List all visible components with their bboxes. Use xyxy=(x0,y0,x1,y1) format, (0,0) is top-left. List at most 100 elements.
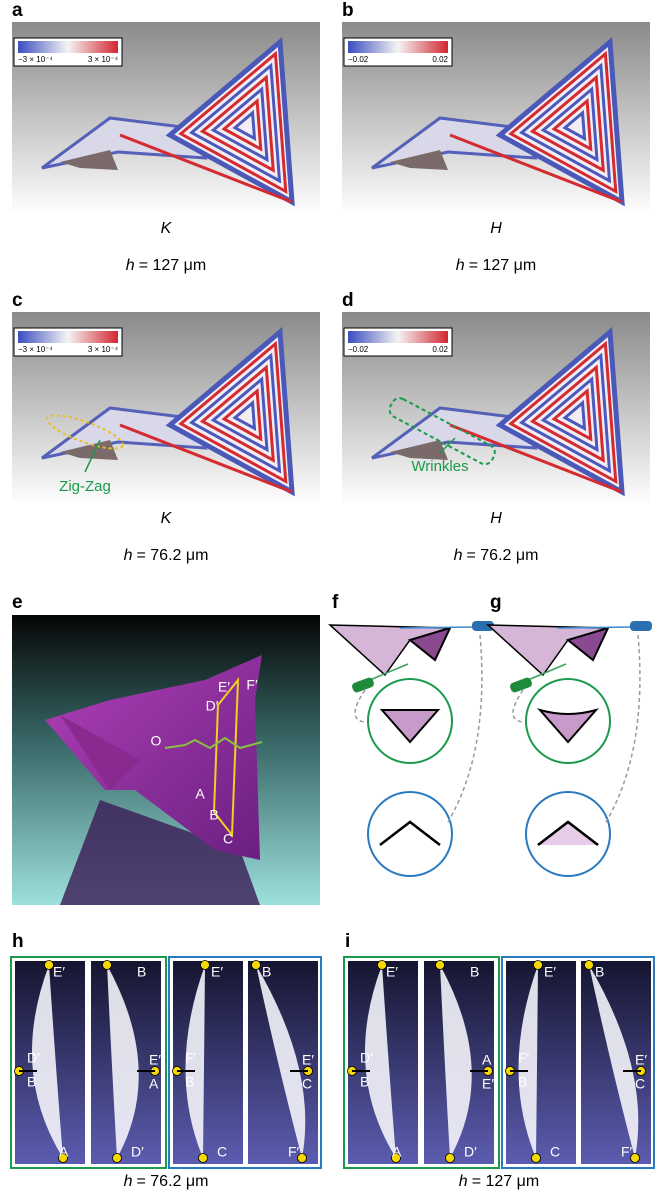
point-label: E′ xyxy=(218,679,230,695)
point-label: C xyxy=(302,1076,312,1092)
point-label: D′ xyxy=(27,1050,40,1066)
point-label: D′ xyxy=(360,1050,373,1066)
probe-head xyxy=(352,677,374,693)
point xyxy=(531,1153,541,1163)
fold-line xyxy=(178,50,288,195)
caption-symbol: h xyxy=(456,257,465,274)
point xyxy=(44,960,54,970)
group-green xyxy=(10,956,167,1169)
section-shape xyxy=(379,820,441,846)
panel-label: c xyxy=(12,290,23,311)
profile xyxy=(364,965,396,1158)
caption-symbol: h xyxy=(126,257,135,274)
arrow xyxy=(354,689,366,723)
point xyxy=(58,1153,68,1163)
profile xyxy=(589,965,639,1158)
point xyxy=(533,960,543,970)
point-label: E′ xyxy=(482,1076,494,1092)
fold-face xyxy=(565,626,610,662)
point-label: A xyxy=(59,1144,69,1160)
arrow xyxy=(605,634,641,823)
caption: h = 127 μm xyxy=(126,257,206,274)
point-label: B xyxy=(360,1074,369,1090)
wing-shadow xyxy=(60,440,118,460)
point-label: B xyxy=(27,1074,36,1090)
quantity: H xyxy=(490,510,502,527)
fold-line xyxy=(210,376,269,453)
caption-symbol: h xyxy=(124,1173,133,1190)
strip xyxy=(173,961,243,1164)
annotation: Zig-Zag xyxy=(59,478,111,495)
caption-value: = 127 μm xyxy=(139,257,206,274)
fold-line xyxy=(508,50,618,195)
probe-head xyxy=(510,677,532,693)
fold-line xyxy=(232,109,257,142)
profile xyxy=(31,965,63,1158)
strip xyxy=(506,961,576,1164)
fold-line xyxy=(221,97,263,152)
point xyxy=(102,960,112,970)
fold-line xyxy=(519,352,612,474)
fold-line xyxy=(232,399,257,432)
point-label: A xyxy=(149,1076,159,1092)
point-label: F′ xyxy=(518,1050,530,1066)
fold-line xyxy=(529,364,605,463)
point xyxy=(198,1153,208,1163)
caption-symbol: h xyxy=(124,547,133,564)
surface xyxy=(45,655,262,860)
point-label: B xyxy=(209,807,218,823)
quantity: K xyxy=(161,220,173,237)
fold-line xyxy=(562,399,587,432)
marked-strip xyxy=(212,677,240,838)
point-label: B xyxy=(518,1074,527,1090)
wing-shadow xyxy=(60,150,118,170)
caption-symbol: h xyxy=(459,1173,468,1190)
zigzag-outline xyxy=(46,414,124,450)
colorbar xyxy=(348,331,448,343)
point-label: F′ xyxy=(185,1050,197,1066)
section-line xyxy=(164,736,263,750)
caption: h = 127 μm xyxy=(459,1173,539,1190)
point-label: A xyxy=(392,1144,402,1160)
probe-head xyxy=(472,621,494,631)
point xyxy=(251,960,261,970)
panel-label: h xyxy=(12,931,24,952)
fold-line xyxy=(449,423,623,494)
point xyxy=(112,1153,122,1163)
panel-label: a xyxy=(12,0,23,21)
pointer xyxy=(84,439,101,473)
fold-line xyxy=(119,133,293,204)
profile xyxy=(256,965,306,1158)
point-label: C xyxy=(223,831,233,847)
point xyxy=(391,1153,401,1163)
fold-line xyxy=(189,62,282,184)
point-label: B xyxy=(262,964,271,980)
point-label: A xyxy=(195,786,205,802)
point xyxy=(435,960,445,970)
quantity: H xyxy=(490,220,502,237)
fold-line xyxy=(540,86,599,163)
profile xyxy=(440,965,472,1158)
colorbar xyxy=(18,331,118,343)
point-label: D′ xyxy=(206,698,219,714)
colorbar-min: −3 × 10⁻⁴ xyxy=(18,345,53,354)
probe xyxy=(399,626,476,629)
fold-line xyxy=(551,97,593,152)
fold-line xyxy=(551,387,593,442)
fold-line xyxy=(519,62,612,184)
point-label: E′ xyxy=(386,964,398,980)
probe-head xyxy=(630,621,652,631)
point xyxy=(377,960,387,970)
point-label: E′ xyxy=(211,964,223,980)
arrow xyxy=(512,689,524,723)
point-label: E′ xyxy=(544,964,556,980)
point-label: B xyxy=(595,964,604,980)
pointer xyxy=(439,437,456,454)
point-label: C xyxy=(550,1144,560,1160)
section-shape xyxy=(537,708,599,744)
caption-value: = 127 μm xyxy=(469,257,536,274)
point-label: F′ xyxy=(621,1144,633,1160)
colorbar-min: −3 × 10⁻⁴ xyxy=(18,55,53,64)
caption: h = 76.2 μm xyxy=(124,547,209,564)
